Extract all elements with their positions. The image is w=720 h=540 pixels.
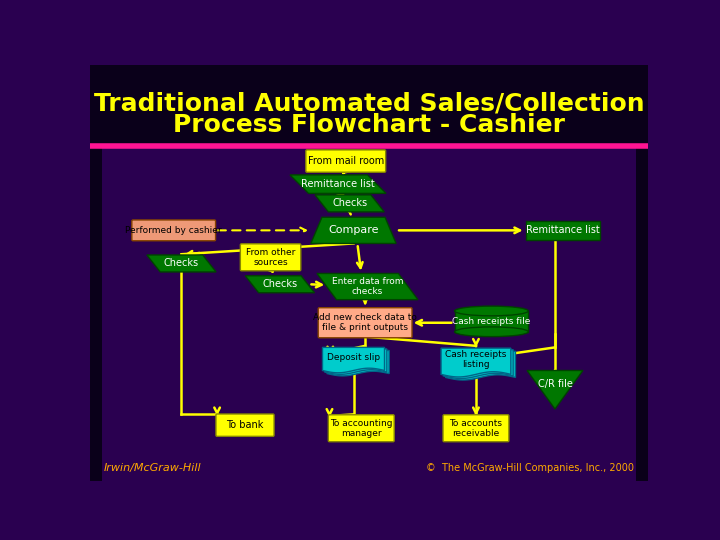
Text: Remittance list: Remittance list	[301, 179, 375, 189]
Ellipse shape	[454, 327, 528, 336]
Polygon shape	[446, 351, 516, 380]
Ellipse shape	[454, 306, 528, 316]
Text: Enter data from
checks: Enter data from checks	[332, 277, 403, 296]
Text: Cash receipts file: Cash receipts file	[452, 317, 531, 326]
Polygon shape	[527, 370, 583, 409]
FancyBboxPatch shape	[443, 415, 509, 442]
Text: Cash receipts
listing: Cash receipts listing	[445, 350, 507, 369]
FancyBboxPatch shape	[318, 308, 412, 338]
Text: Remittance list: Remittance list	[526, 225, 600, 235]
FancyBboxPatch shape	[216, 414, 274, 436]
Text: From mail room: From mail room	[307, 156, 384, 166]
Text: Add new check data to
file & print outputs: Add new check data to file & print outpu…	[313, 313, 417, 333]
FancyBboxPatch shape	[306, 150, 386, 172]
FancyBboxPatch shape	[328, 415, 394, 442]
Text: Performed by cashier: Performed by cashier	[125, 226, 222, 235]
Bar	[454, 311, 528, 332]
FancyBboxPatch shape	[240, 244, 301, 271]
Text: Traditional Automated Sales/Collection: Traditional Automated Sales/Collection	[94, 91, 644, 116]
Text: To bank: To bank	[226, 420, 264, 430]
Text: Process Flowchart - Cashier: Process Flowchart - Cashier	[173, 113, 565, 137]
Bar	[526, 221, 600, 240]
Bar	[636, 65, 648, 481]
Text: Compare: Compare	[328, 225, 379, 235]
Text: ©  The McGraw-Hill Companies, Inc., 2000: © The McGraw-Hill Companies, Inc., 2000	[426, 463, 634, 473]
Text: Checks: Checks	[332, 198, 367, 208]
Polygon shape	[441, 348, 510, 377]
Polygon shape	[327, 350, 389, 376]
Polygon shape	[325, 349, 387, 374]
Text: From other
sources: From other sources	[246, 248, 295, 267]
Text: To accounting
manager: To accounting manager	[330, 418, 392, 438]
Polygon shape	[323, 347, 384, 373]
Polygon shape	[246, 276, 315, 293]
Bar	[90, 65, 648, 146]
Polygon shape	[315, 195, 384, 212]
Polygon shape	[290, 175, 386, 193]
FancyBboxPatch shape	[132, 220, 215, 241]
Text: C/R file: C/R file	[538, 379, 572, 389]
Polygon shape	[147, 255, 216, 272]
Text: Checks: Checks	[262, 279, 297, 289]
Bar	[90, 65, 102, 481]
Text: Irwin/McGraw-Hill: Irwin/McGraw-Hill	[104, 463, 202, 473]
Polygon shape	[311, 217, 396, 244]
Text: Deposit slip: Deposit slip	[327, 353, 380, 362]
Text: To accounts
receivable: To accounts receivable	[449, 418, 503, 438]
Polygon shape	[444, 350, 513, 379]
Polygon shape	[317, 273, 418, 300]
Text: Checks: Checks	[164, 259, 199, 268]
